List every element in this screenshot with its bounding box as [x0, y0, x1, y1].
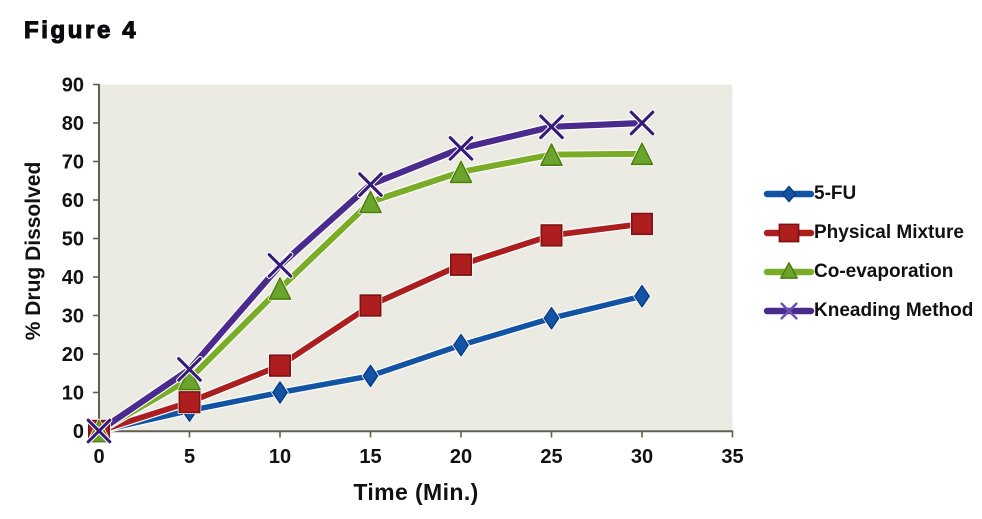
svg-text:25: 25: [540, 446, 562, 468]
svg-text:0: 0: [73, 421, 84, 443]
svg-text:30: 30: [62, 306, 84, 328]
svg-text:Figure 4: Figure 4: [24, 17, 138, 44]
svg-text:80: 80: [62, 113, 84, 135]
svg-text:40: 40: [62, 267, 84, 289]
svg-text:60: 60: [62, 190, 84, 212]
svg-text:30: 30: [631, 446, 653, 468]
svg-text:50: 50: [62, 229, 84, 251]
svg-text:20: 20: [450, 446, 472, 468]
svg-text:Physical Mixture: Physical Mixture: [814, 222, 964, 243]
svg-text:5: 5: [184, 446, 195, 468]
svg-text:Kneading Method: Kneading Method: [814, 300, 973, 321]
svg-text:Time (Min.): Time (Min.): [353, 479, 478, 505]
svg-text:10: 10: [62, 383, 84, 405]
svg-text:10: 10: [269, 446, 291, 468]
svg-text:90: 90: [62, 75, 84, 97]
svg-text:70: 70: [62, 152, 84, 174]
svg-text:20: 20: [62, 344, 84, 366]
svg-text:15: 15: [359, 446, 381, 468]
svg-text:0: 0: [93, 446, 104, 468]
svg-text:% Drug Dissolved: % Drug Dissolved: [22, 162, 45, 341]
svg-text:35: 35: [721, 446, 743, 468]
svg-text:Co-evaporation: Co-evaporation: [814, 261, 953, 282]
svg-text:5-FU: 5-FU: [814, 183, 856, 204]
